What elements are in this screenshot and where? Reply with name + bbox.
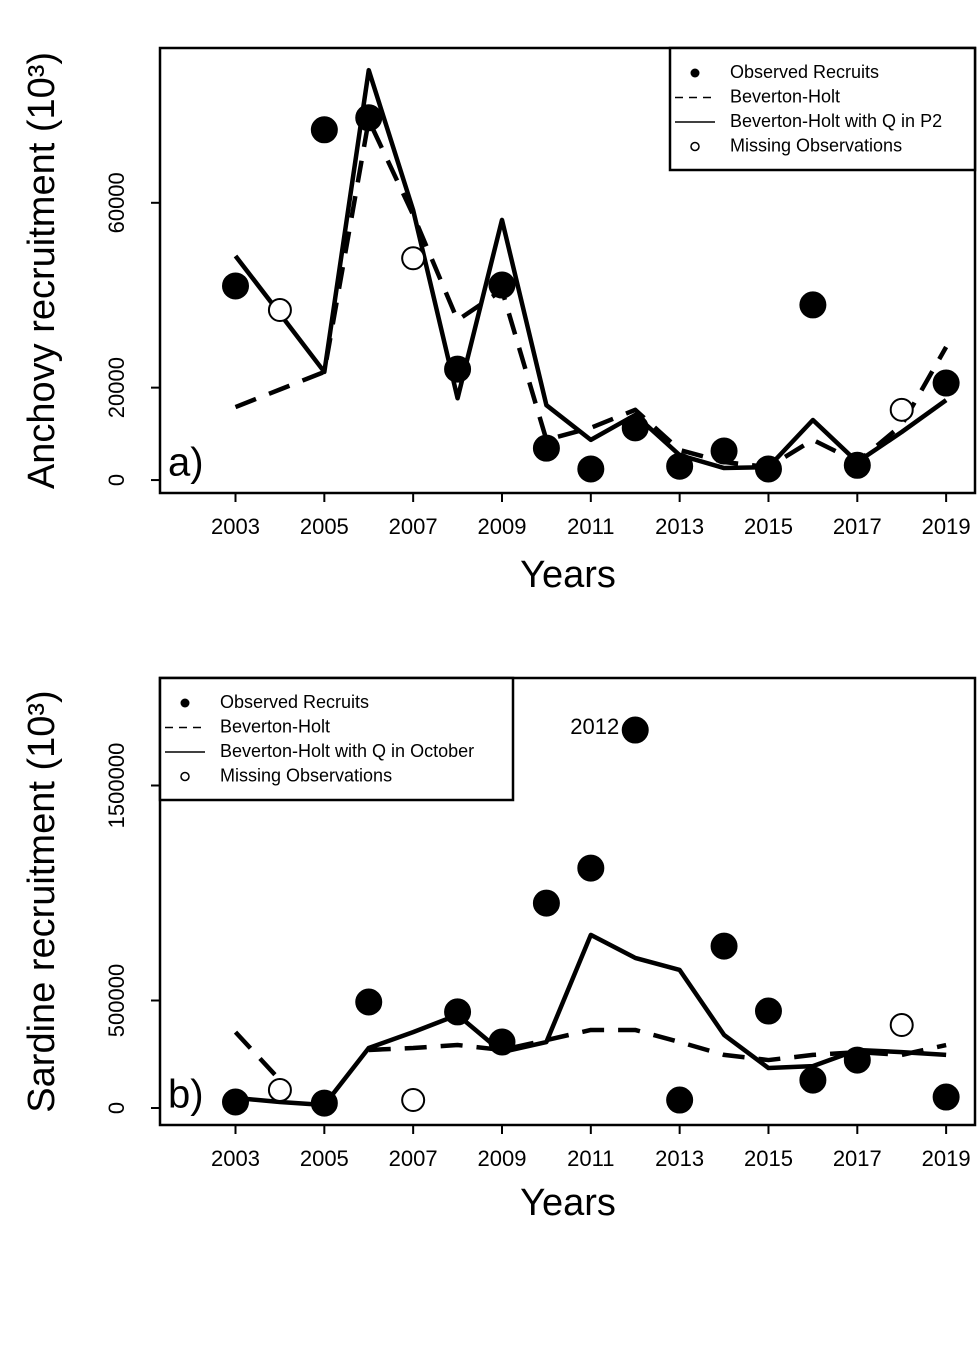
- missing-point: [402, 1089, 424, 1111]
- observed-point: [623, 718, 648, 743]
- missing-point: [402, 247, 424, 269]
- observed-point: [934, 371, 959, 396]
- observed-point: [356, 990, 381, 1015]
- observed-point: [845, 453, 870, 478]
- series-line: [236, 120, 947, 467]
- observed-point: [356, 105, 381, 130]
- observed-point: [489, 1030, 514, 1055]
- legend-symbol: [691, 69, 700, 78]
- series-line: [236, 935, 947, 1105]
- observed-point: [223, 1089, 248, 1114]
- x-tick-label: 2017: [833, 514, 882, 539]
- missing-point: [891, 399, 913, 421]
- observed-point: [712, 438, 737, 463]
- observed-point: [578, 856, 603, 881]
- y-axis-label: Sardine recruitment (10³): [21, 690, 63, 1112]
- observed-point: [800, 292, 825, 317]
- observed-point: [667, 1088, 692, 1113]
- observed-point: [223, 273, 248, 298]
- y-tick-label: 500000: [104, 964, 129, 1037]
- observed-point: [312, 117, 337, 142]
- legend-symbol: [181, 773, 189, 781]
- x-tick-label: 2017: [833, 1146, 882, 1171]
- observed-point: [712, 934, 737, 959]
- observed-point: [667, 454, 692, 479]
- legend-symbol: [181, 699, 190, 708]
- x-tick-label: 2003: [211, 1146, 260, 1171]
- observed-point: [845, 1048, 870, 1073]
- y-tick-label: 0: [104, 474, 129, 486]
- legend-label: Missing Observations: [220, 765, 392, 785]
- page: {"chart_data": [ {"type": "line", "panel…: [0, 0, 979, 1365]
- observed-point: [800, 1068, 825, 1093]
- legend-label: Beverton-Holt: [730, 86, 840, 106]
- missing-point: [269, 299, 291, 321]
- observed-point: [534, 891, 559, 916]
- observed-point: [445, 357, 470, 382]
- legend-label: Observed Recruits: [730, 62, 879, 82]
- observed-point: [312, 1091, 337, 1116]
- y-tick-label: 1500000: [104, 743, 129, 829]
- missing-point: [891, 1014, 913, 1036]
- legend-label: Beverton-Holt with Q in October: [220, 741, 474, 761]
- x-axis-label: Years: [520, 554, 616, 596]
- panel-label: a): [168, 441, 204, 485]
- x-tick-label: 2011: [567, 514, 614, 539]
- observed-point: [578, 456, 603, 481]
- x-tick-label: 2015: [744, 514, 793, 539]
- legend-label: Observed Recruits: [220, 692, 369, 712]
- observed-point: [534, 436, 559, 461]
- annotation: 2012: [570, 714, 619, 739]
- y-tick-label: 20000: [104, 357, 129, 418]
- x-tick-label: 2013: [655, 514, 704, 539]
- observed-point: [934, 1085, 959, 1110]
- y-axis-label: Anchovy recruitment (10³): [21, 52, 63, 489]
- y-tick-label: 60000: [104, 172, 129, 233]
- x-tick-label: 2005: [300, 1146, 349, 1171]
- observed-point: [756, 999, 781, 1024]
- x-tick-label: 2007: [389, 1146, 438, 1171]
- observed-point: [756, 456, 781, 481]
- x-tick-label: 2009: [478, 1146, 527, 1171]
- figure: 0 20000 60000 2003 2005 2007 2009 2011 2013 2015 2…: [0, 0, 979, 1365]
- series-line: [236, 1032, 280, 1080]
- observed-point: [623, 415, 648, 440]
- x-tick-label: 2019: [922, 514, 971, 539]
- x-tick-label: 2011: [567, 1146, 614, 1171]
- x-tick-label: 2007: [389, 514, 438, 539]
- x-axis-label: Years: [520, 1182, 616, 1224]
- legend-label: Beverton-Holt: [220, 716, 330, 736]
- legend-symbol: [691, 143, 699, 151]
- legend-label: Missing Observations: [730, 135, 902, 155]
- observed-point: [445, 999, 470, 1024]
- observed-point: [489, 273, 514, 298]
- x-tick-label: 2015: [744, 1146, 793, 1171]
- y-tick-label: 0: [104, 1102, 129, 1114]
- x-tick-label: 2019: [922, 1146, 971, 1171]
- x-tick-label: 2005: [300, 514, 349, 539]
- panel-label: b): [168, 1073, 204, 1117]
- x-tick-label: 2013: [655, 1146, 704, 1171]
- x-tick-label: 2009: [478, 514, 527, 539]
- legend-label: Beverton-Holt with Q in P2: [730, 111, 942, 131]
- missing-point: [269, 1079, 291, 1101]
- x-tick-label: 2003: [211, 514, 260, 539]
